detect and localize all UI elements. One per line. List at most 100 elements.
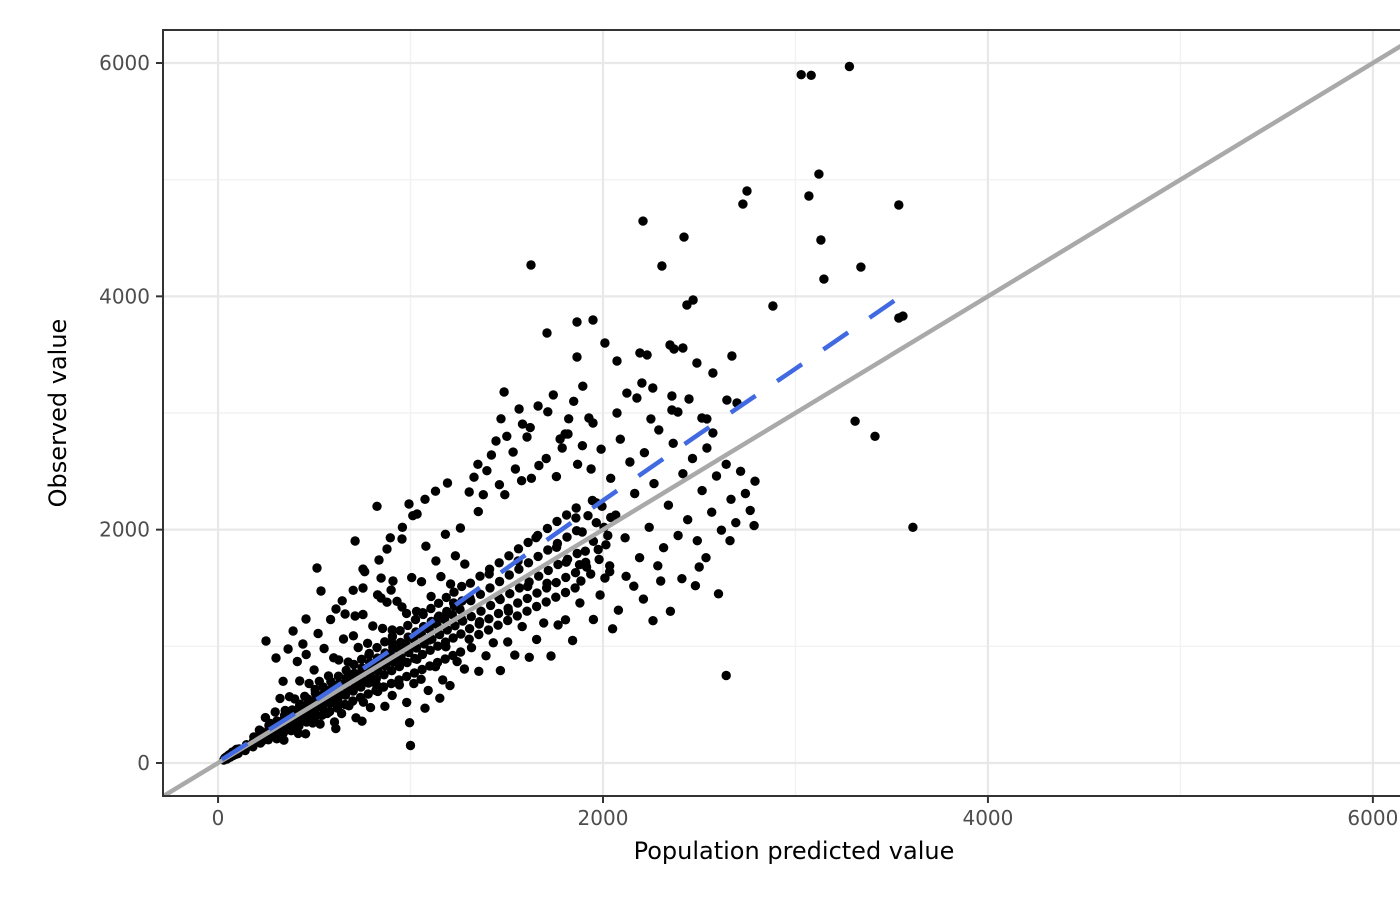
data-point	[569, 396, 579, 406]
data-point	[308, 718, 318, 728]
data-point	[722, 395, 732, 405]
data-point	[404, 718, 415, 728]
data-point	[600, 573, 610, 583]
data-point	[563, 429, 573, 439]
data-point	[505, 589, 515, 599]
data-point	[576, 576, 586, 586]
data-point	[522, 593, 532, 604]
data-point	[510, 464, 521, 474]
data-point	[494, 576, 505, 587]
data-point	[503, 606, 514, 616]
data-point	[353, 642, 363, 653]
data-point	[466, 611, 476, 622]
data-point	[416, 577, 427, 587]
data-point	[401, 608, 412, 619]
data-point	[319, 643, 329, 654]
data-point	[293, 728, 303, 739]
data-point	[572, 548, 582, 559]
data-point	[358, 697, 369, 707]
data-point	[298, 639, 308, 649]
scatter-plot-canvas: 0 2000 4000 6000 0 2000 4000 6000 Population pr…	[40, 16, 1400, 881]
data-point	[425, 645, 435, 655]
data-point	[591, 518, 601, 528]
data-point	[373, 686, 383, 697]
data-point	[816, 235, 826, 245]
data-point	[433, 598, 444, 608]
smooth-line	[220, 287, 913, 762]
data-point	[382, 544, 392, 554]
data-point	[493, 620, 503, 630]
data-point	[638, 216, 648, 226]
data-point	[423, 685, 433, 696]
data-point	[673, 530, 683, 541]
data-point	[607, 624, 618, 634]
data-point	[621, 571, 631, 581]
data-point	[870, 431, 880, 441]
data-point	[438, 675, 448, 685]
data-point	[638, 594, 649, 604]
data-point	[464, 487, 474, 497]
data-point	[314, 676, 324, 686]
data-point	[534, 571, 544, 581]
data-point	[503, 637, 513, 647]
data-point	[523, 558, 534, 568]
data-point	[358, 564, 368, 574]
data-point	[683, 515, 693, 525]
data-point	[588, 315, 598, 325]
data-point	[531, 601, 542, 612]
data-point	[542, 328, 552, 338]
data-point	[376, 573, 386, 583]
data-point	[348, 585, 358, 595]
data-point	[358, 609, 368, 620]
data-point	[387, 625, 397, 635]
data-point	[551, 577, 561, 588]
data-point	[542, 523, 553, 534]
data-point	[344, 701, 354, 711]
data-point	[711, 471, 722, 481]
data-point	[343, 657, 353, 667]
y-tick-label: 4000	[99, 284, 150, 308]
data-point	[629, 581, 639, 591]
data-point	[523, 581, 533, 592]
data-point	[740, 488, 751, 499]
data-point	[531, 634, 542, 645]
data-point	[551, 471, 562, 482]
data-point	[738, 199, 748, 209]
data-point	[630, 488, 640, 499]
data-point	[312, 563, 322, 573]
data-point	[524, 652, 534, 662]
data-point	[435, 693, 445, 703]
data-point	[564, 414, 574, 424]
data-point	[452, 656, 462, 667]
data-point	[543, 545, 553, 555]
data-point	[581, 557, 591, 567]
data-point	[749, 520, 759, 531]
data-point	[561, 557, 571, 567]
data-point	[386, 678, 396, 689]
data-point	[491, 436, 501, 446]
data-point	[292, 656, 302, 667]
data-point	[431, 556, 441, 566]
data-point	[533, 401, 543, 411]
data-point	[735, 466, 746, 476]
data-point	[745, 505, 755, 516]
data-point	[449, 587, 459, 597]
data-point	[594, 554, 604, 565]
data-point	[336, 708, 347, 719]
data-point	[522, 606, 532, 616]
data-point	[420, 494, 430, 504]
data-point	[337, 596, 347, 606]
data-point	[856, 262, 866, 272]
data-point	[295, 700, 305, 711]
data-point	[517, 419, 528, 429]
data-point	[605, 567, 615, 577]
data-point	[713, 589, 724, 599]
data-point	[750, 476, 760, 486]
data-point	[514, 404, 524, 414]
data-point	[279, 735, 289, 745]
data-point	[654, 425, 664, 435]
data-point	[486, 450, 497, 460]
data-point	[338, 634, 349, 644]
data-point	[533, 551, 543, 562]
data-point	[804, 191, 814, 201]
